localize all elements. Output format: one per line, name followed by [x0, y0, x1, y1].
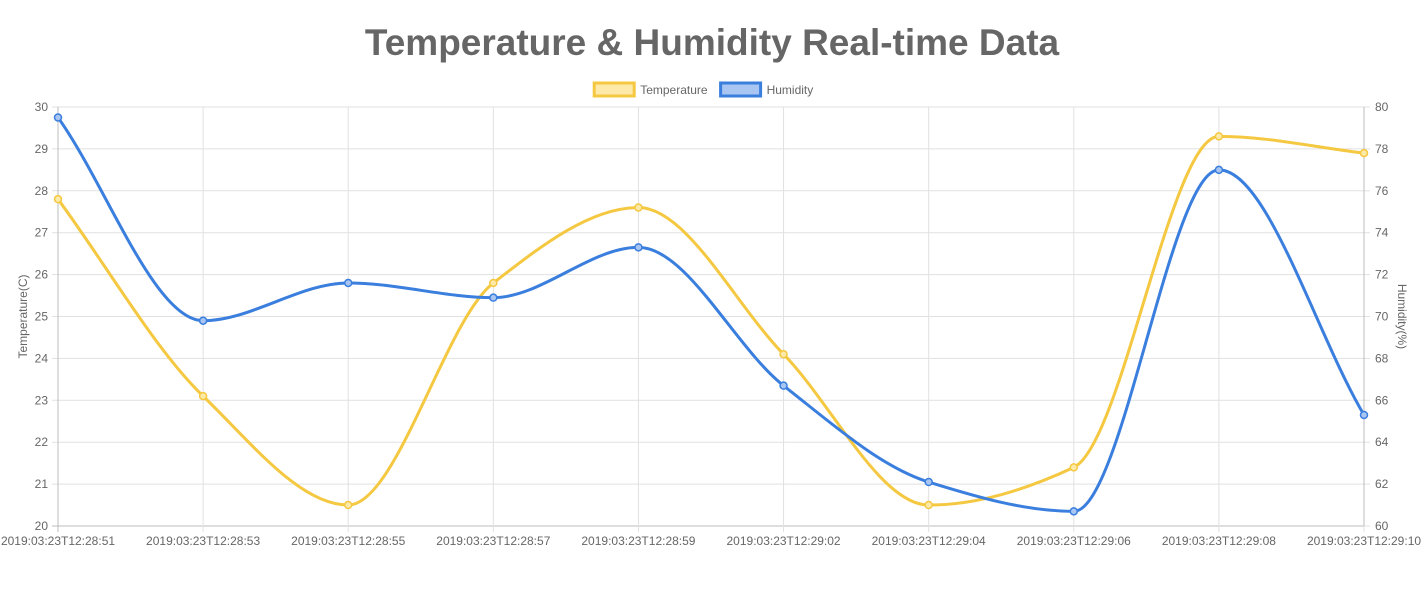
- temperature-point: [1214, 132, 1224, 141]
- grid-lines: [52, 106, 1370, 532]
- y-right-axis-title: Humidity(%): [1395, 284, 1409, 349]
- temperature-series: [53, 132, 1369, 510]
- y-left-axis-title: Temperature(C): [16, 274, 30, 358]
- temperature-point: [489, 278, 498, 288]
- x-tick-label: 2019:03:23T12:28:55: [291, 534, 405, 548]
- y-left-tick-label: 30: [35, 100, 49, 114]
- y-left-tick-label: 28: [35, 184, 49, 198]
- y-right-tick-label: 80: [1375, 100, 1389, 114]
- y-left-tick-label: 29: [35, 142, 49, 156]
- legend-label-temperature: Temperature: [640, 83, 708, 97]
- y-right-tick-label: 70: [1375, 310, 1389, 324]
- temperature-line: [56, 134, 1366, 507]
- temperature-point: [1359, 148, 1369, 158]
- temperature-point: [198, 391, 208, 401]
- humidity-line: [56, 115, 1366, 513]
- y-left-tick-label: 21: [35, 477, 49, 491]
- y-left-tick-label: 24: [35, 351, 49, 365]
- temperature-point: [1069, 463, 1079, 472]
- humidity-point: [489, 293, 498, 302]
- y-left-tick-label: 20: [35, 519, 49, 533]
- humidity-point: [1069, 507, 1079, 516]
- temperature-point: [53, 194, 63, 204]
- y-left-tick-label: 26: [35, 268, 49, 282]
- y-right-tick-label: 64: [1375, 435, 1389, 449]
- humidity-point: [343, 278, 353, 288]
- y-right-tick-label: 62: [1375, 477, 1389, 491]
- humidity-point: [779, 381, 788, 390]
- legend-swatch-humidity: [719, 81, 763, 98]
- x-tick-label: 2019:03:23T12:29:02: [727, 534, 841, 548]
- y-right-tick-label: 76: [1375, 184, 1389, 198]
- x-tick-label: 2019:03:23T12:29:04: [872, 534, 986, 548]
- y-right-tick-label: 60: [1375, 519, 1389, 533]
- humidity-series: [53, 113, 1369, 516]
- x-tick-label: 2019:03:23T12:28:57: [436, 534, 550, 548]
- legend-label-humidity: Humidity: [767, 83, 814, 97]
- legend-item-temperature[interactable]: Temperature: [592, 81, 708, 98]
- temperature-point: [924, 500, 933, 510]
- x-tick-label: 2019:03:23T12:28:59: [581, 534, 695, 548]
- humidity-point: [53, 113, 63, 122]
- temperature-point: [634, 203, 643, 212]
- series-lines: [53, 113, 1369, 516]
- x-tick-label: 2019:03:23T12:29:06: [1017, 534, 1131, 548]
- legend[interactable]: Temperature Humidity: [592, 81, 814, 98]
- x-tick-label: 2019:03:23T12:29:10: [1307, 534, 1421, 548]
- chart-title: Temperature & Humidity Real-time Data: [364, 22, 1060, 63]
- y-right-tick-label: 66: [1375, 393, 1389, 407]
- y-left-tick-label: 27: [35, 226, 49, 240]
- legend-swatch-temperature: [592, 81, 636, 98]
- humidity-point: [924, 477, 933, 487]
- humidity-point: [1359, 410, 1369, 420]
- legend-item-humidity[interactable]: Humidity: [719, 81, 814, 98]
- y-left-tick-label: 23: [35, 393, 49, 407]
- axes: 20 21 22 23 24 25 26 27 28 29 30 60 62 64 66 68 70 72 74 76…: [1, 100, 1421, 548]
- y-right-tick-label: 72: [1375, 268, 1389, 282]
- y-left-tick-label: 22: [35, 435, 49, 449]
- humidity-point: [1214, 165, 1224, 175]
- temperature-point: [343, 500, 353, 510]
- y-right-tick-label: 68: [1375, 351, 1389, 365]
- y-right-tick-label: 74: [1375, 226, 1389, 240]
- y-left-tick-label: 25: [35, 310, 49, 324]
- temperature-point: [779, 349, 788, 359]
- y-right-tick-label: 78: [1375, 142, 1389, 156]
- x-tick-label: 2019:03:23T12:28:51: [1, 534, 115, 548]
- humidity-point: [198, 316, 208, 325]
- x-tick-label: 2019:03:23T12:29:08: [1162, 534, 1276, 548]
- humidity-point: [634, 243, 643, 252]
- x-tick-label: 2019:03:23T12:28:53: [146, 534, 260, 548]
